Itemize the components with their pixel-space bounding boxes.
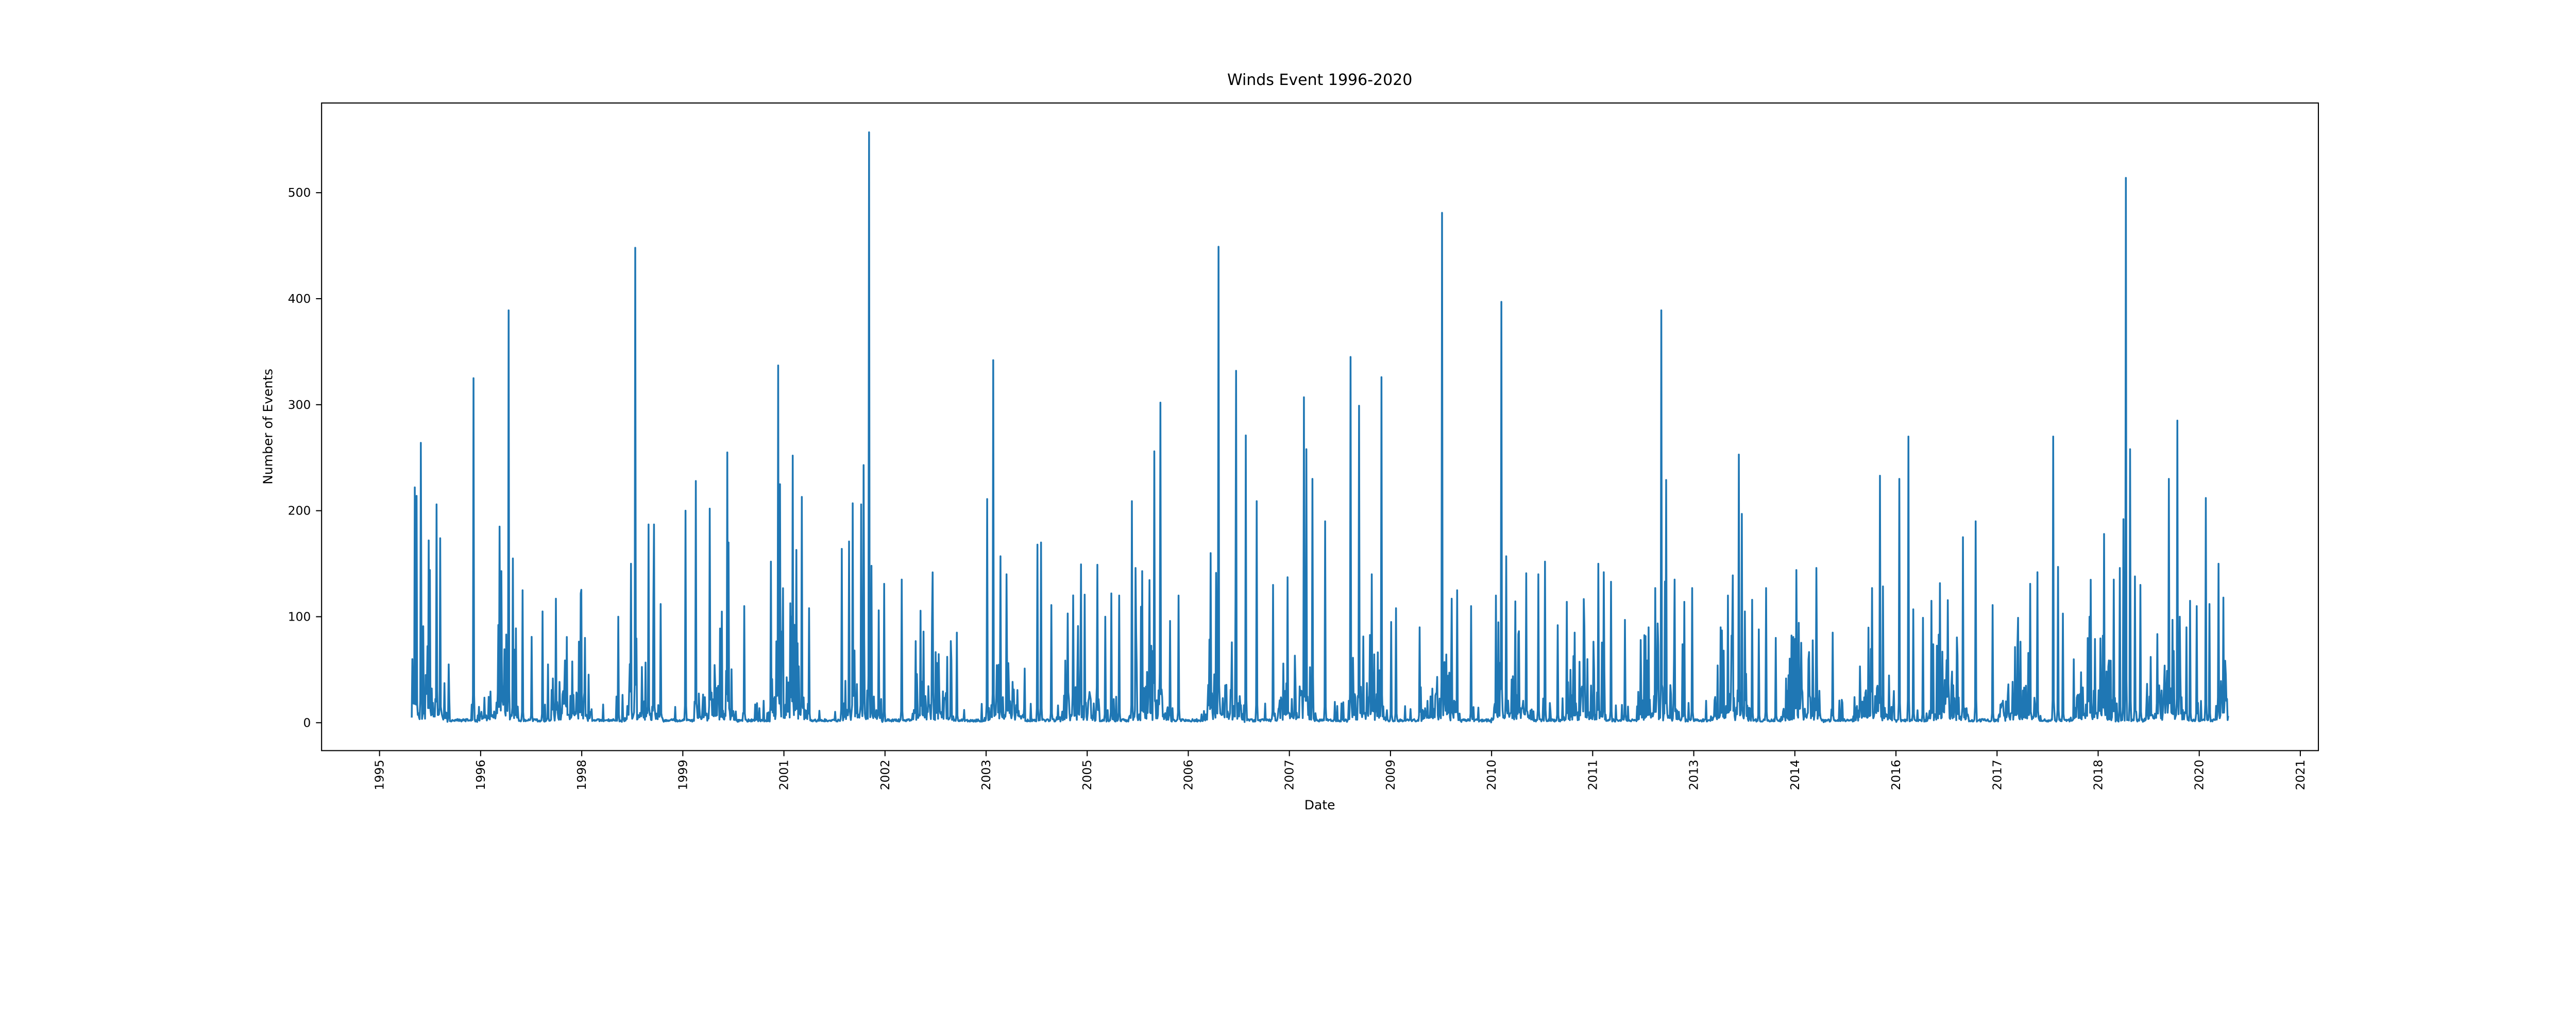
x-tick-label: 1999 — [675, 760, 690, 790]
y-tick-label: 500 — [288, 185, 311, 200]
y-tick-label: 100 — [288, 609, 311, 624]
line-series — [411, 131, 2229, 724]
x-tick-label: 2009 — [1383, 760, 1398, 790]
chart-title: Winds Event 1996-2020 — [1227, 71, 1412, 89]
x-tick-label: 2003 — [979, 760, 993, 790]
x-tick-label: 2007 — [1282, 760, 1297, 790]
x-tick-label: 2018 — [2091, 760, 2105, 790]
y-axis-label: Number of Events — [260, 369, 275, 485]
x-tick-label: 1995 — [372, 760, 387, 790]
x-tick-label: 2020 — [2192, 760, 2207, 790]
x-axis-label: Date — [1304, 798, 1335, 813]
y-tick-label: 0 — [303, 715, 311, 730]
x-tick-label: 2011 — [1585, 760, 1600, 790]
figure: 0 100 200 300 400 500 1995 1996 1998 1999 2001 200… — [260, 71, 2319, 813]
x-tick-label: 2010 — [1484, 760, 1499, 790]
x-tick-label: 2021 — [2293, 760, 2308, 790]
plot-frame — [321, 102, 2319, 751]
y-tick-label: 400 — [288, 291, 311, 306]
x-tick-label: 2017 — [1990, 760, 2004, 790]
y-tick-label: 200 — [288, 504, 311, 518]
data-series — [411, 131, 2229, 724]
chart-svg: 0 100 200 300 400 500 1995 1996 1998 1999 2001 200… — [260, 71, 2319, 813]
y-tick-label: 300 — [288, 398, 311, 412]
x-tick-label: 2013 — [1687, 760, 1701, 790]
x-tick-label: 2006 — [1181, 760, 1195, 790]
x-tick-label: 2016 — [1889, 760, 1903, 790]
x-tick-label: 2005 — [1080, 760, 1094, 790]
x-tick-label: 2002 — [878, 760, 892, 790]
x-tick-label: 2014 — [1788, 760, 1802, 790]
x-tick-label: 1996 — [473, 760, 488, 790]
x-axis-ticks: 1995 1996 1998 1999 2001 2002 2003 2005 2006 2007… — [372, 750, 2308, 790]
x-tick-label: 2001 — [777, 760, 791, 790]
x-tick-label: 1998 — [574, 760, 589, 790]
y-axis-ticks: 0 100 200 300 400 500 — [288, 185, 322, 730]
